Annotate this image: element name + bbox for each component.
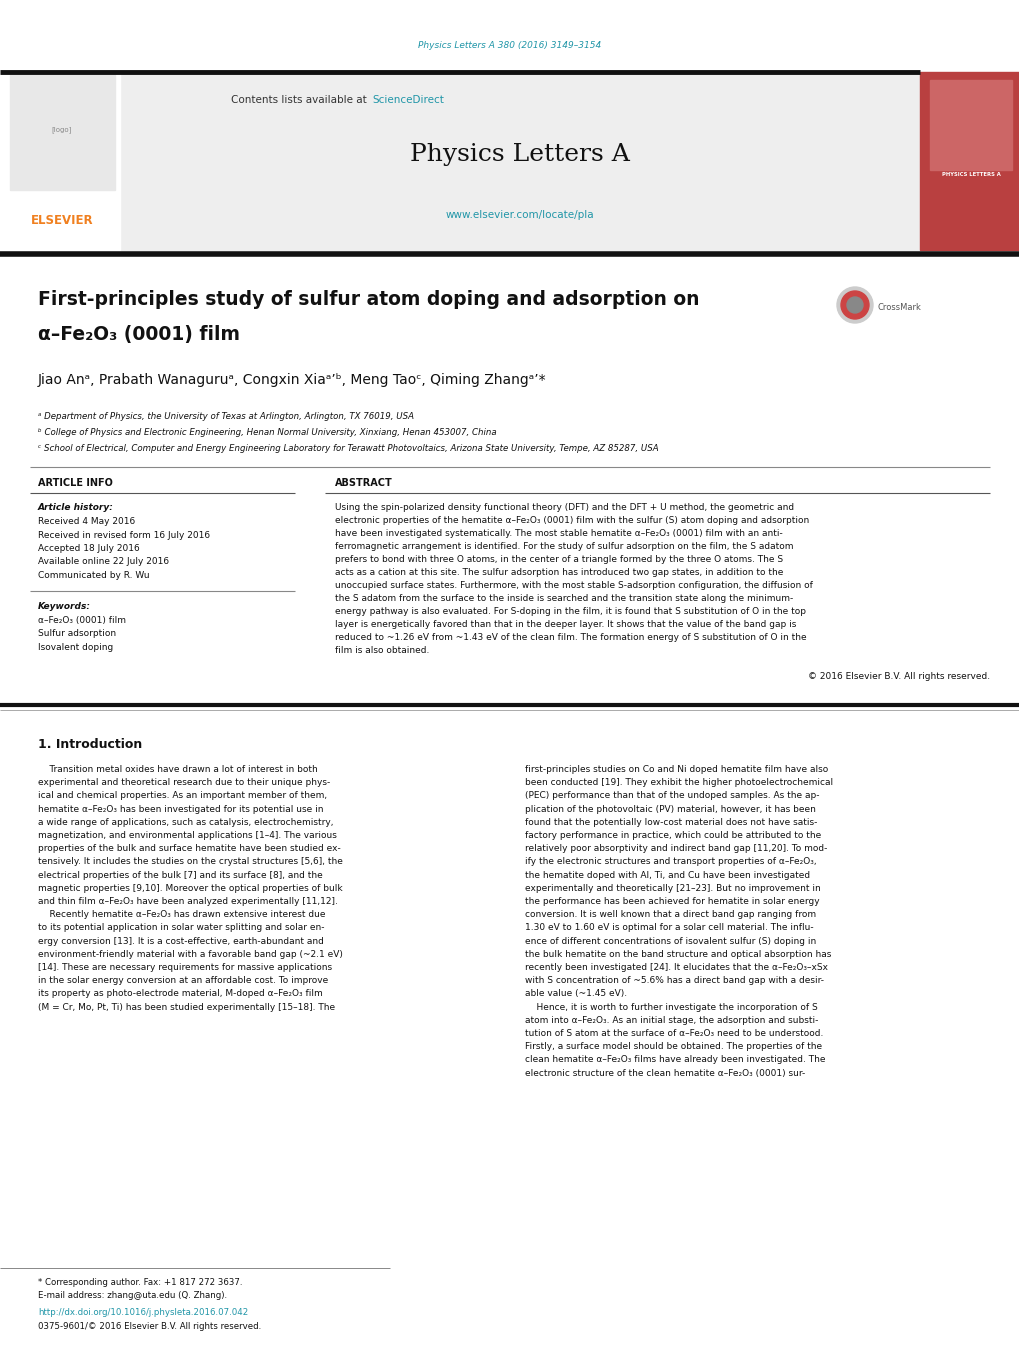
Text: Hence, it is worth to further investigate the incorporation of S: Hence, it is worth to further investigat… (525, 1002, 817, 1012)
Text: ᵃ Department of Physics, the University of Texas at Arlington, Arlington, TX 760: ᵃ Department of Physics, the University … (38, 412, 414, 422)
Text: Available online 22 July 2016: Available online 22 July 2016 (38, 558, 169, 566)
Text: and thin film α–Fe₂O₃ have been analyzed experimentally [11,12].: and thin film α–Fe₂O₃ have been analyzed… (38, 897, 337, 907)
Text: α–Fe₂O₃ (0001) film: α–Fe₂O₃ (0001) film (38, 616, 126, 626)
Text: Using the spin-polarized density functional theory (DFT) and the DFT + U method,: Using the spin-polarized density functio… (334, 503, 794, 512)
Text: ELSEVIER: ELSEVIER (31, 213, 93, 227)
Text: in the solar energy conversion at an affordable cost. To improve: in the solar energy conversion at an aff… (38, 977, 328, 985)
Text: Jiao Anᵃ, Prabath Wanaguruᵃ, Congxin Xiaᵃ’ᵇ, Meng Taoᶜ, Qiming Zhangᵃ’*: Jiao Anᵃ, Prabath Wanaguruᵃ, Congxin Xia… (38, 373, 546, 386)
Text: CrossMark: CrossMark (877, 304, 921, 312)
Bar (10, 76, 115, 190)
Text: Isovalent doping: Isovalent doping (38, 643, 113, 653)
Text: film is also obtained.: film is also obtained. (334, 646, 429, 655)
Text: energy pathway is also evaluated. For S-doping in the film, it is found that S s: energy pathway is also evaluated. For S-… (334, 607, 805, 616)
Text: ical and chemical properties. As an important member of them,: ical and chemical properties. As an impo… (38, 792, 327, 800)
Text: the performance has been achieved for hematite in solar energy: the performance has been achieved for he… (525, 897, 819, 907)
Text: magnetic properties [9,10]. Moreover the optical properties of bulk: magnetic properties [9,10]. Moreover the… (38, 884, 342, 893)
Text: ᵇ College of Physics and Electronic Engineering, Henan Normal University, Xinxia: ᵇ College of Physics and Electronic Engi… (38, 428, 496, 436)
Text: ABSTRACT: ABSTRACT (334, 478, 392, 488)
Text: electrical properties of the bulk [7] and its surface [8], and the: electrical properties of the bulk [7] an… (38, 870, 322, 880)
Text: ergy conversion [13]. It is a cost-effective, earth-abundant and: ergy conversion [13]. It is a cost-effec… (38, 936, 324, 946)
Text: the S adatom from the surface to the inside is searched and the transition state: the S adatom from the surface to the ins… (334, 594, 793, 603)
Text: experimentally and theoretically [21–23]. But no improvement in: experimentally and theoretically [21–23]… (525, 884, 820, 893)
Text: ence of different concentrations of isovalent sulfur (S) doping in: ence of different concentrations of isov… (525, 936, 815, 946)
Text: [14]. These are necessary requirements for massive applications: [14]. These are necessary requirements f… (38, 963, 332, 971)
Text: atom into α–Fe₂O₃. As an initial stage, the adsorption and substi-: atom into α–Fe₂O₃. As an initial stage, … (525, 1016, 817, 1025)
Text: experimental and theoretical research due to their unique phys-: experimental and theoretical research du… (38, 778, 330, 788)
Text: PHYSICS LETTERS A: PHYSICS LETTERS A (941, 173, 1000, 177)
Text: Accepted 18 July 2016: Accepted 18 July 2016 (38, 544, 140, 553)
Text: acts as a cation at this site. The sulfur adsorption has introduced two gap stat: acts as a cation at this site. The sulfu… (334, 567, 783, 577)
Text: properties of the bulk and surface hematite have been studied ex-: properties of the bulk and surface hemat… (38, 844, 340, 854)
Text: [logo]: [logo] (52, 127, 72, 134)
Text: ᶜ School of Electrical, Computer and Energy Engineering Laboratory for Terawatt : ᶜ School of Electrical, Computer and Ene… (38, 444, 658, 453)
Text: able value (~1.45 eV).: able value (~1.45 eV). (525, 989, 627, 998)
Text: ScienceDirect: ScienceDirect (372, 95, 443, 105)
Text: 0375-9601/© 2016 Elsevier B.V. All rights reserved.: 0375-9601/© 2016 Elsevier B.V. All right… (38, 1323, 261, 1331)
Text: recently been investigated [24]. It elucidates that the α–Fe₂O₃–xSx: recently been investigated [24]. It eluc… (525, 963, 827, 971)
Text: its property as photo-electrode material, M-doped α–Fe₂O₃ film: its property as photo-electrode material… (38, 989, 322, 998)
Text: hematite α–Fe₂O₃ has been investigated for its potential use in: hematite α–Fe₂O₃ has been investigated f… (38, 805, 323, 813)
Text: tensively. It includes the studies on the crystal structures [5,6], the: tensively. It includes the studies on th… (38, 858, 342, 866)
Text: with S concentration of ~5.6% has a direct band gap with a desir-: with S concentration of ~5.6% has a dire… (525, 977, 823, 985)
Text: Physics Letters A: Physics Letters A (410, 143, 630, 166)
Text: factory performance in practice, which could be attributed to the: factory performance in practice, which c… (525, 831, 820, 840)
Text: to its potential application in solar water splitting and solar en-: to its potential application in solar wa… (38, 923, 324, 932)
Bar (120, 72, 919, 250)
Text: been conducted [19]. They exhibit the higher photoelectrochemical: been conducted [19]. They exhibit the hi… (525, 778, 833, 788)
Text: magnetization, and environmental applications [1–4]. The various: magnetization, and environmental applica… (38, 831, 336, 840)
Text: conversion. It is well known that a direct band gap ranging from: conversion. It is well known that a dire… (525, 911, 815, 919)
Text: tution of S atom at the surface of α–Fe₂O₃ need to be understood.: tution of S atom at the surface of α–Fe₂… (525, 1029, 822, 1038)
Text: 1.30 eV to 1.60 eV is optimal for a solar cell material. The influ-: 1.30 eV to 1.60 eV is optimal for a sola… (525, 923, 813, 932)
Text: unoccupied surface states. Furthermore, with the most stable S-adsorption config: unoccupied surface states. Furthermore, … (334, 581, 812, 590)
Text: First-principles study of sulfur atom doping and adsorption on: First-principles study of sulfur atom do… (38, 290, 699, 309)
Text: Article history:: Article history: (38, 503, 114, 512)
Text: © 2016 Elsevier B.V. All rights reserved.: © 2016 Elsevier B.V. All rights reserved… (807, 671, 989, 681)
Text: Recently hematite α–Fe₂O₃ has drawn extensive interest due: Recently hematite α–Fe₂O₃ has drawn exte… (38, 911, 325, 919)
Text: ARTICLE INFO: ARTICLE INFO (38, 478, 113, 488)
Text: Physics Letters A 380 (2016) 3149–3154: Physics Letters A 380 (2016) 3149–3154 (418, 41, 601, 50)
Text: Keywords:: Keywords: (38, 603, 91, 611)
Text: first-principles studies on Co and Ni doped hematite film have also: first-principles studies on Co and Ni do… (525, 765, 827, 774)
Text: Received in revised form 16 July 2016: Received in revised form 16 July 2016 (38, 531, 210, 539)
Text: ferromagnetic arrangement is identified. For the study of sulfur adsorption on t: ferromagnetic arrangement is identified.… (334, 542, 793, 551)
Text: reduced to ~1.26 eV from ~1.43 eV of the clean film. The formation energy of S s: reduced to ~1.26 eV from ~1.43 eV of the… (334, 634, 806, 642)
Text: http://dx.doi.org/10.1016/j.physleta.2016.07.042: http://dx.doi.org/10.1016/j.physleta.201… (38, 1308, 248, 1317)
Text: α–Fe₂O₃ (0001) film: α–Fe₂O₃ (0001) film (38, 326, 239, 345)
Text: Communicated by R. Wu: Communicated by R. Wu (38, 571, 150, 580)
Text: Sulfur adsorption: Sulfur adsorption (38, 630, 116, 639)
Text: * Corresponding author. Fax: +1 817 272 3637.: * Corresponding author. Fax: +1 817 272 … (38, 1278, 243, 1288)
Text: www.elsevier.com/locate/pla: www.elsevier.com/locate/pla (445, 209, 594, 220)
Bar (0, 72, 120, 250)
Text: environment-friendly material with a favorable band gap (~2.1 eV): environment-friendly material with a fav… (38, 950, 342, 959)
Bar (929, 80, 1011, 170)
Circle shape (846, 297, 862, 313)
Text: (PEC) performance than that of the undoped samples. As the ap-: (PEC) performance than that of the undop… (525, 792, 818, 800)
Text: electronic properties of the hematite α–Fe₂O₃ (0001) film with the sulfur (S) at: electronic properties of the hematite α–… (334, 516, 808, 526)
Text: clean hematite α–Fe₂O₃ films have already been investigated. The: clean hematite α–Fe₂O₃ films have alread… (525, 1055, 824, 1065)
Text: Transition metal oxides have drawn a lot of interest in both: Transition metal oxides have drawn a lot… (38, 765, 318, 774)
Text: the bulk hematite on the band structure and optical absorption has: the bulk hematite on the band structure … (525, 950, 830, 959)
Text: Firstly, a surface model should be obtained. The properties of the: Firstly, a surface model should be obtai… (525, 1042, 821, 1051)
Text: ify the electronic structures and transport properties of α–Fe₂O₃,: ify the electronic structures and transp… (525, 858, 816, 866)
Circle shape (837, 286, 872, 323)
Text: layer is energetically favored than that in the deeper layer. It shows that the : layer is energetically favored than that… (334, 620, 796, 630)
Text: found that the potentially low-cost material does not have satis-: found that the potentially low-cost mate… (525, 817, 816, 827)
Text: electronic structure of the clean hematite α–Fe₂O₃ (0001) sur-: electronic structure of the clean hemati… (525, 1069, 804, 1078)
Text: Received 4 May 2016: Received 4 May 2016 (38, 517, 136, 526)
Text: prefers to bond with three O atoms, in the center of a triangle formed by the th: prefers to bond with three O atoms, in t… (334, 555, 783, 563)
Text: relatively poor absorptivity and indirect band gap [11,20]. To mod-: relatively poor absorptivity and indirec… (525, 844, 826, 854)
Text: (M = Cr, Mo, Pt, Ti) has been studied experimentally [15–18]. The: (M = Cr, Mo, Pt, Ti) has been studied ex… (38, 1002, 335, 1012)
Circle shape (841, 290, 868, 319)
Text: 1. Introduction: 1. Introduction (38, 738, 142, 751)
Text: a wide range of applications, such as catalysis, electrochemistry,: a wide range of applications, such as ca… (38, 817, 333, 827)
Bar (919, 72, 1019, 250)
Text: E-mail address: zhang@uta.edu (Q. Zhang).: E-mail address: zhang@uta.edu (Q. Zhang)… (38, 1292, 227, 1300)
Text: Contents lists available at: Contents lists available at (230, 95, 370, 105)
Text: plication of the photovoltaic (PV) material, however, it has been: plication of the photovoltaic (PV) mater… (525, 805, 815, 813)
Text: have been investigated systematically. The most stable hematite α–Fe₂O₃ (0001) f: have been investigated systematically. T… (334, 530, 782, 538)
Text: the hematite doped with Al, Ti, and Cu have been investigated: the hematite doped with Al, Ti, and Cu h… (525, 870, 809, 880)
